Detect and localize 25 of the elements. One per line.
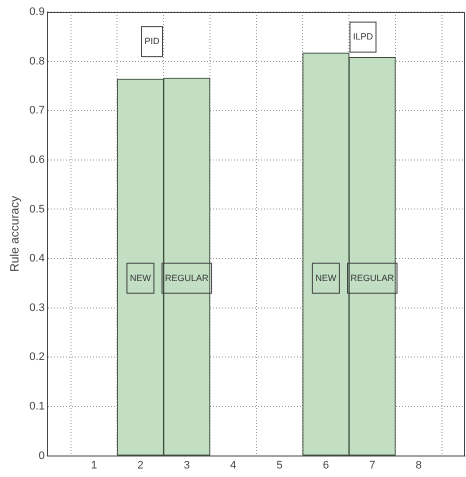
annotation: NEW (315, 272, 337, 283)
y-tick-label: 0.7 (29, 104, 45, 117)
annotation: NEW (130, 272, 152, 283)
x-tick-label: 5 (276, 459, 283, 472)
annotation: ILPD (352, 32, 374, 42)
annotation: PID (144, 36, 160, 46)
y-tick-label: 0.4 (29, 252, 45, 265)
x-tick-label: 3 (184, 459, 190, 472)
x-tick-label: 4 (230, 459, 236, 472)
annotation: REGULAR (350, 272, 395, 283)
x-tick-label: 2 (137, 459, 144, 472)
annotation: REGULAR (165, 272, 210, 283)
x-tick-label: 1 (90, 459, 98, 472)
y-tick-label: 0.5 (29, 203, 45, 216)
y-tick-label: 0.9 (29, 6, 45, 18)
y-tick-label: 0.3 (29, 302, 45, 314)
y-tick-label: 0.2 (29, 351, 45, 364)
y-tick-label: 0.6 (29, 154, 45, 166)
x-tick-label: 6 (322, 459, 329, 472)
y-tick-label: 0 (38, 450, 45, 462)
y-axis-title: Rule accuracy (8, 196, 22, 272)
y-tick-label: 0.8 (29, 55, 45, 68)
y-tick-label: 0.1 (29, 400, 45, 413)
x-tick-label: 8 (416, 459, 422, 472)
x-tick-label: 7 (369, 459, 376, 472)
